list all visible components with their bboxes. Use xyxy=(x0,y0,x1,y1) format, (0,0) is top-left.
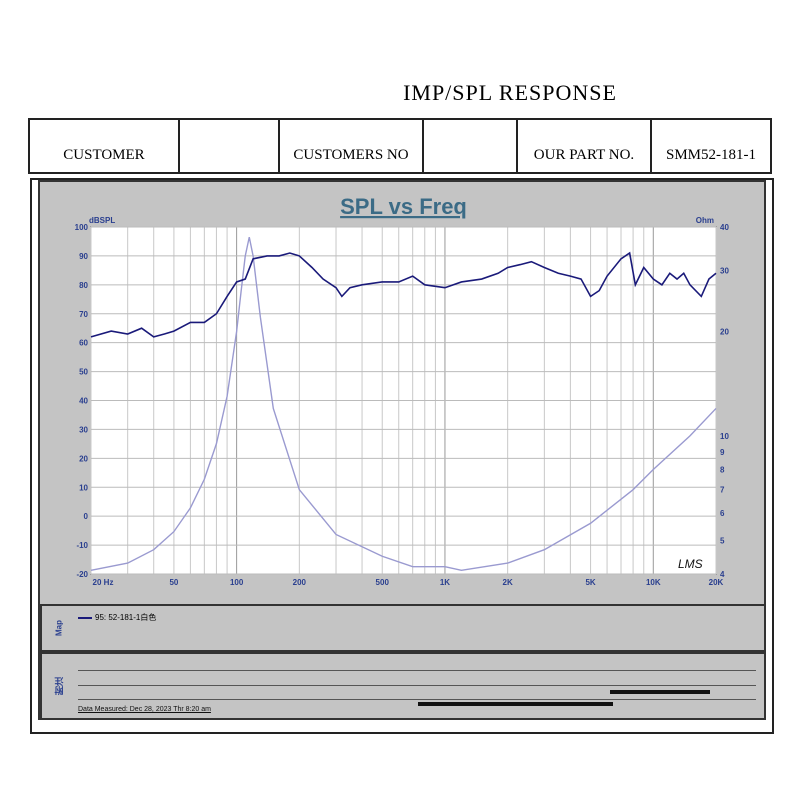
x-tick-label: 200 xyxy=(293,578,307,587)
y-tick-label: 20 xyxy=(79,454,88,463)
x-tick-label: 20K xyxy=(709,578,724,587)
series-spl-line xyxy=(90,251,717,338)
y2-tick-label: 7 xyxy=(720,486,725,495)
legend-entry: 95: 52-181-1白色 xyxy=(78,612,156,623)
part-number: SMM52-181-1 xyxy=(650,118,772,174)
y-tick-label: 0 xyxy=(84,512,89,521)
y2-tick-label: 9 xyxy=(720,448,725,457)
y2-axis-label: Ohm xyxy=(696,216,714,225)
x-tick-label: 1K xyxy=(440,578,450,587)
x-tick-label: 5K xyxy=(585,578,595,587)
y2-tick-label: 8 xyxy=(720,466,725,475)
y-tick-label: -20 xyxy=(76,570,88,579)
legend-panel: Map 95: 52-181-1白色 xyxy=(38,604,766,652)
x-tick-label: 2K xyxy=(503,578,513,587)
x-tick-label: 10K xyxy=(646,578,661,587)
document-title: IMP/SPL RESPONSE xyxy=(403,80,617,105)
y-tick-label: 100 xyxy=(75,223,89,232)
x-tick-label: 100 xyxy=(230,578,244,587)
redaction-bar xyxy=(418,702,613,706)
y-tick-label: 40 xyxy=(79,397,88,406)
customer-value xyxy=(178,118,280,174)
chart-panel: 100 90 80 70 60 50 40 30 20 10 0 -10 -20 40 30 20 10 9 8 7 6… xyxy=(38,180,766,606)
y2-tick-label: 4 xyxy=(720,570,725,579)
legend-panel-label: Map xyxy=(40,606,76,650)
note-line xyxy=(78,685,756,686)
notes-panel-label: 附注 xyxy=(40,654,76,718)
x-tick-label: 500 xyxy=(376,578,390,587)
y-tick-label: 10 xyxy=(79,483,88,492)
series-impedance-line xyxy=(90,236,717,571)
y2-tick-label: 5 xyxy=(720,536,725,545)
y-tick-label: 60 xyxy=(79,339,88,348)
note-line xyxy=(78,699,756,700)
y-tick-label: 90 xyxy=(79,252,88,261)
y2-tick-label: 6 xyxy=(720,509,725,518)
customer-label: CUSTOMER xyxy=(28,118,180,174)
spl-chart: 1009080706050403020100-10-20403020109876… xyxy=(75,194,730,587)
y2-tick-label: 10 xyxy=(720,432,729,441)
watermark: LMS xyxy=(678,557,703,571)
y-axis-label: dBSPL xyxy=(89,216,115,225)
y-tick-label: 50 xyxy=(79,368,88,377)
chart-title: SPL vs Freq xyxy=(340,194,467,219)
x-tick-label: 20 Hz xyxy=(93,578,114,587)
redaction-bar xyxy=(610,690,710,694)
customers-no-value xyxy=(422,118,518,174)
y-tick-label: 80 xyxy=(79,281,88,290)
header-table: CUSTOMER CUSTOMERS NO OUR PART NO. SMM52… xyxy=(28,118,772,174)
y-tick-label: 30 xyxy=(79,425,88,434)
y2-tick-label: 20 xyxy=(720,327,729,336)
customers-no-label: CUSTOMERS NO xyxy=(278,118,424,174)
notes-panel: 附注 Data Measured: Dec 28, 2023 Thr 8:20 … xyxy=(38,652,766,720)
our-part-no-label: OUR PART NO. xyxy=(516,118,652,174)
y-tick-label: 70 xyxy=(79,310,88,319)
note-line xyxy=(78,670,756,671)
legend-swatch xyxy=(78,616,92,619)
y-tick-label: -10 xyxy=(76,541,88,550)
x-tick-label: 50 xyxy=(169,578,178,587)
legend-entry-label: 95: 52-181-1白色 xyxy=(95,613,157,622)
y2-tick-label: 40 xyxy=(720,223,729,232)
measured-date: Data Measured: Dec 28, 2023 Thr 8:20 am xyxy=(78,706,211,713)
y2-tick-label: 30 xyxy=(720,266,729,275)
